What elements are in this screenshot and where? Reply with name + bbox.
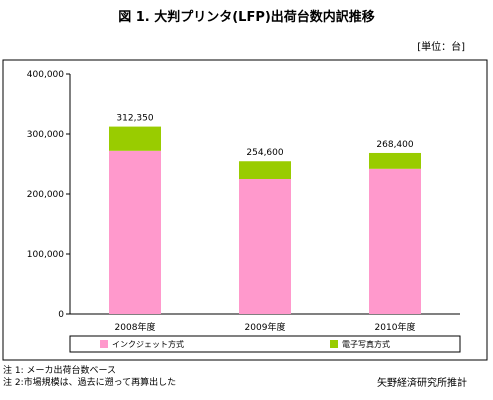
chart-frame <box>2 59 488 361</box>
bars <box>109 126 421 314</box>
x-tick-label: 2010年度 <box>375 321 416 333</box>
note-1: 注 1: メーカ出荷台数ベース <box>3 366 117 376</box>
total-label: 254,600 <box>246 148 283 158</box>
data-labels: 312,350 254,600 268,400 <box>116 114 413 159</box>
legend: インクジェット方式 電子写真方式 <box>69 335 461 353</box>
y-tick-label: 100,000 <box>27 250 64 260</box>
unit-label: [単位：台] <box>417 42 465 53</box>
bar-segment <box>109 126 161 151</box>
y-tick-label: 300,000 <box>27 130 64 140</box>
legend-swatch <box>330 340 338 348</box>
bar-segment <box>109 150 161 314</box>
bar-segment <box>369 152 421 169</box>
x-tick-label: 2009年度 <box>245 321 286 333</box>
x-tick-label: 2008年度 <box>115 321 156 333</box>
y-tick-label: 0 <box>58 310 64 320</box>
chart-title: 図 1. 大判プリンタ(LFP)出荷台数内訳推移 <box>118 10 375 25</box>
note-2: 注 2:市場規模は、過去に遡って再算出した <box>3 378 177 388</box>
legend-swatch <box>100 340 108 348</box>
total-label: 312,350 <box>116 114 153 124</box>
legend-label: インクジェット方式 <box>112 339 184 349</box>
bar-segment <box>369 168 421 314</box>
source-credit: 矢野経済研究所推計 <box>377 378 467 389</box>
bar-segment <box>239 179 291 314</box>
legend-label: 電子写真方式 <box>342 339 390 349</box>
bar-segment <box>239 161 291 179</box>
legend-box <box>69 335 461 353</box>
total-label: 268,400 <box>376 140 413 150</box>
y-tick-label: 200,000 <box>27 190 64 200</box>
y-tick-label: 400,000 <box>27 70 64 80</box>
